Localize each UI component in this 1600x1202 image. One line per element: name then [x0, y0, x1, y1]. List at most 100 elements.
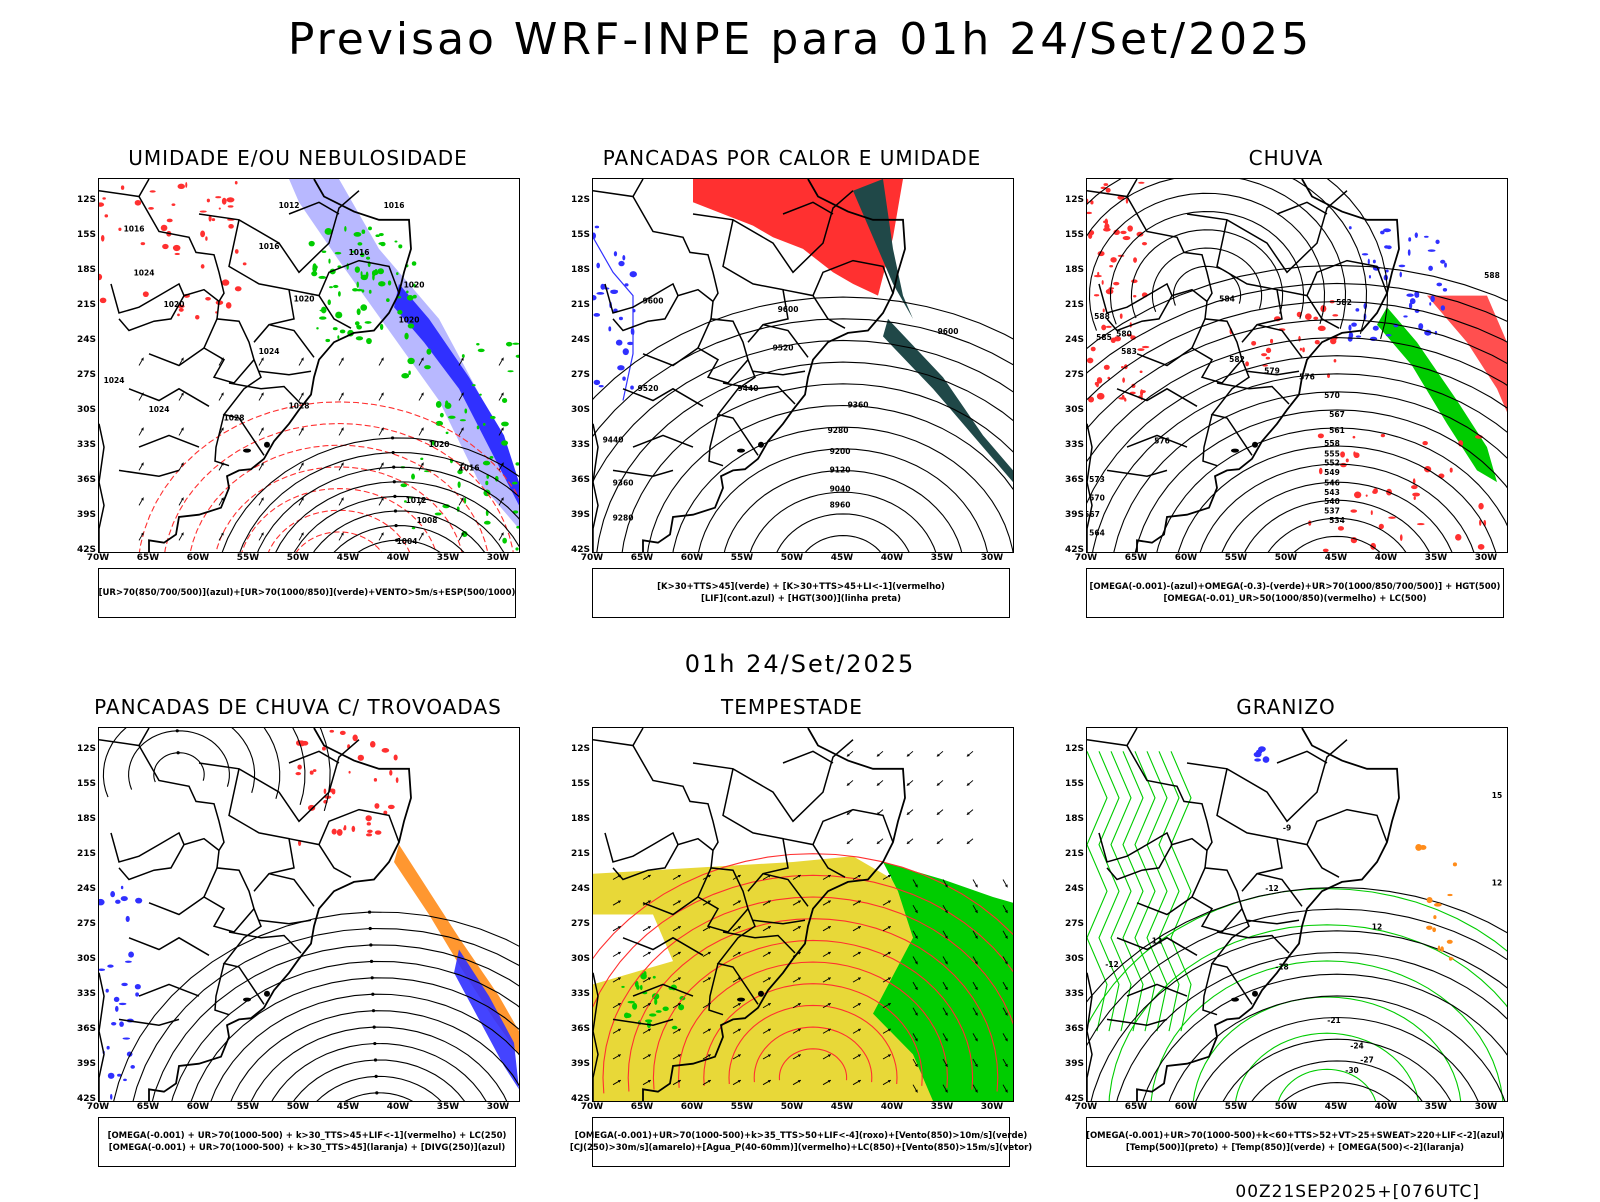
humidity-low-level — [411, 473, 415, 480]
thickness-marker — [178, 307, 184, 312]
rain-red — [1413, 496, 1416, 500]
humidity-low-level — [374, 269, 378, 272]
rain-red — [1388, 516, 1396, 519]
contour-label: -27 — [1360, 1056, 1374, 1065]
wind-vector-head — [737, 1080, 741, 1083]
wind-vector-head — [876, 841, 880, 844]
legend-line-2: [OMEGA(-0.001) + UR>70(1000-500) + k>30_… — [108, 1143, 506, 1153]
lat-tick-label: 21S — [570, 300, 590, 311]
wind-vector-head — [677, 874, 681, 878]
humidity-low-level — [316, 327, 319, 330]
thunderstorm-red — [329, 788, 336, 793]
rain-blue — [1428, 265, 1433, 271]
rain-blue — [1414, 290, 1420, 298]
wind-vector-head — [914, 1012, 918, 1016]
lat-tick-label: 33S — [570, 440, 590, 451]
map-chuva[interactable]: 580 585 588 584 582 583 582 579 576 570 567 561 558 5… — [1086, 178, 1508, 553]
map-tempestade[interactable] — [592, 727, 1014, 1102]
contour-label: 9040 — [830, 484, 851, 493]
lon-tick-label: 55W — [1224, 1102, 1248, 1112]
rain-red — [1477, 543, 1485, 550]
wind-vector-head — [737, 1003, 741, 1006]
lat-tick-label: 12S — [76, 195, 96, 206]
panel-pancadas-calor: PANCADAS POR CALOR E UMIDADE 9600 9600 960… — [562, 146, 1022, 618]
lat-tick-label: 36S — [570, 1024, 590, 1035]
wind-vector-head — [936, 841, 940, 844]
panel-title: PANCADAS POR CALOR E UMIDADE — [602, 146, 982, 170]
thickness-marker — [215, 311, 218, 314]
divergence-blue — [106, 1045, 110, 1050]
map-umidade[interactable]: 1016 1012 1016 1016 1016 1024 1020 1020 1020 1020… — [98, 178, 520, 553]
streamline — [102, 728, 256, 798]
rain-red — [1350, 509, 1358, 513]
lon-tick-label: 50W — [1274, 553, 1298, 563]
wind-vector-head — [677, 1028, 681, 1032]
lat-tick-label: 39S — [76, 1059, 96, 1070]
thunderstorm-red — [348, 770, 351, 774]
contour-line — [1087, 355, 1507, 504]
contour-label: 588 — [1484, 271, 1500, 280]
map-trovoadas[interactable] — [98, 727, 520, 1102]
thickness-marker — [162, 243, 169, 250]
humidity-low-level — [477, 348, 485, 353]
wind-850-green — [678, 1004, 685, 1011]
wind-vector-head — [906, 811, 910, 815]
thunderstorm-red — [309, 770, 314, 775]
thickness-marker — [172, 244, 181, 252]
lon-tick-label: 50W — [286, 553, 310, 563]
lat-tick-label: 12S — [570, 195, 590, 206]
humidity-low-level — [426, 348, 432, 355]
rain-red — [1455, 534, 1462, 541]
thickness-marker — [100, 234, 105, 242]
thickness-marker — [221, 279, 230, 286]
thickness-marker — [242, 262, 247, 266]
rain-red — [1103, 364, 1110, 370]
rain-blue — [1348, 324, 1352, 331]
wind-vector-head — [797, 874, 801, 878]
wind-vector-head — [300, 392, 304, 396]
panel-legend: [K>30+TTS>45](verde) + [K>30+TTS>45+LI<-… — [592, 568, 1010, 618]
map-pancadas-calor[interactable]: 9600 9600 9600 9520 9520 9440 9440 9360 9360 9280… — [592, 178, 1014, 553]
humidity-low-level — [361, 229, 366, 234]
rain-blue — [1351, 322, 1357, 327]
wind-vector-head — [767, 1054, 771, 1058]
contour-label: 564 — [1089, 529, 1105, 538]
lon-tick-label: 50W — [1274, 1102, 1298, 1112]
wind-vector-head — [887, 900, 891, 904]
streamline — [1130, 229, 1284, 319]
lat-tick-label: 42S — [570, 1094, 590, 1104]
rain-red — [1122, 235, 1131, 241]
humidity-low-level — [337, 335, 340, 340]
thickness-marker — [99, 202, 105, 207]
humidity-low-level — [464, 408, 468, 414]
map-granizo[interactable]: -9 -12 -12 12 12 12 15 -18 -21 -24 -27 -30 — [1086, 727, 1508, 1102]
humidity-low-level — [394, 240, 398, 243]
humidity-low-level — [457, 469, 463, 475]
lat-tick-label: 30S — [1064, 954, 1084, 965]
lat-tick-label: 24S — [570, 335, 590, 346]
wind-vector-head — [846, 841, 850, 844]
border-line — [1216, 931, 1290, 954]
wind-vector-head — [827, 1054, 831, 1058]
border-line — [1106, 1018, 1168, 1026]
wind-vector-head — [887, 874, 891, 878]
contour-label: 580 — [1116, 329, 1132, 338]
humidity-low-level — [507, 370, 514, 373]
coastline — [642, 179, 906, 552]
rain-red — [1101, 324, 1107, 331]
wind-850-green — [627, 1000, 635, 1004]
contour-label: 1012 — [406, 496, 427, 505]
panel-tempestade: TEMPESTADE [OMEGA(-0.001)+UR>70(1000-500… — [562, 695, 1032, 1167]
lon-tick-label: 45W — [336, 553, 360, 563]
thickness-marker — [228, 224, 234, 229]
border-line — [288, 201, 340, 215]
border-line — [1306, 259, 1388, 296]
thickness-marker — [134, 199, 142, 206]
legend-line-2: [CJ(250)>30m/s](amarelo)+[Agua_P(40-60mm… — [569, 1143, 1033, 1153]
divergence-blue — [107, 1072, 115, 1079]
lifted-index — [618, 316, 623, 321]
streamline-arrow — [390, 436, 395, 440]
contour-line — [627, 918, 999, 1092]
humidity-low-level — [366, 256, 371, 260]
divergence-blue — [125, 915, 130, 923]
